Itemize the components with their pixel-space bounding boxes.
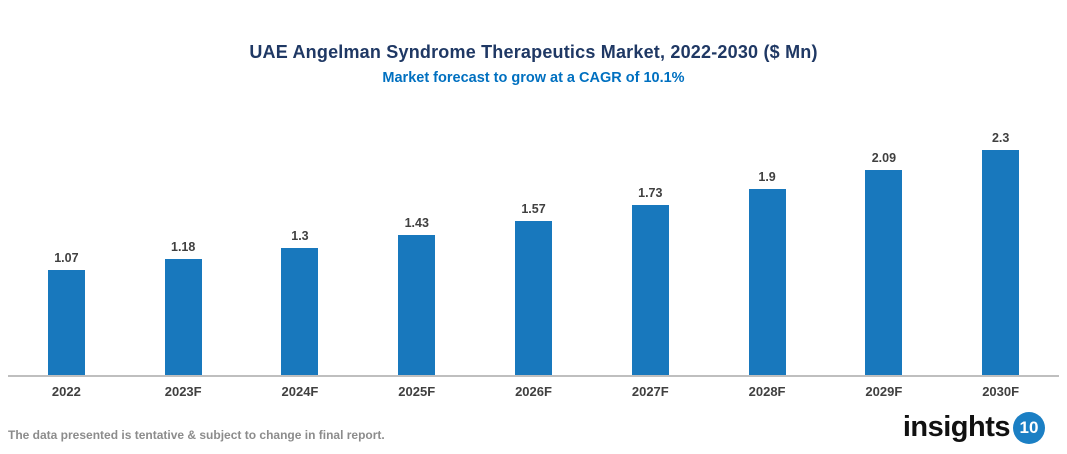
chart-title: UAE Angelman Syndrome Therapeutics Marke…	[249, 42, 818, 62]
bar-value-label: 1.07	[54, 251, 79, 265]
x-axis-label: 2024F	[281, 384, 319, 399]
bar-column: 1.07	[8, 110, 125, 375]
bar-column: 1.73	[592, 110, 709, 375]
x-axis: 2022 2023F 2024F 2025F 2026F 2027F 2028F 2029F 2…	[8, 375, 1059, 399]
bar-column: 1.18	[125, 110, 242, 375]
x-axis-label: 2026F	[515, 384, 552, 399]
bar-2022[interactable]	[47, 270, 85, 375]
bar-2025F[interactable]	[398, 235, 436, 375]
bar-value-label: 2.09	[871, 151, 897, 165]
logo-text: insights	[902, 411, 1011, 443]
x-axis-label: 2022	[51, 384, 81, 399]
bar-chart: 1.07 1.18 1.3 1.43 1.57 1.73 1.9 2.09 2.3 2022 20…	[8, 110, 1059, 399]
bar-column: 1.57	[475, 110, 592, 375]
bar-value-label: 2.3	[991, 131, 1010, 145]
bars-row: 1.07 1.18 1.3 1.43 1.57 1.73 1.9 2.09 2.3	[8, 110, 1059, 375]
bar-value-label: 1.3	[291, 229, 309, 243]
bar-column: 1.43	[358, 110, 475, 375]
bar-2024F[interactable]	[281, 248, 319, 375]
chart-subtitle: Market forecast to grow at a CAGR of 10.…	[382, 70, 685, 86]
bar-2030F[interactable]	[982, 150, 1020, 375]
logo-badge: 10	[1013, 411, 1045, 444]
chart-header: UAE Angelman Syndrome Therapeutics Marke…	[0, 0, 1067, 86]
bar-2027F[interactable]	[631, 205, 669, 375]
x-axis-label: 2025F	[398, 384, 436, 399]
bar-column: 2.09	[825, 110, 942, 375]
bar-value-label: 1.9	[758, 170, 776, 184]
bar-value-label: 1.73	[638, 186, 663, 200]
x-axis-label: 2030F	[982, 384, 1020, 399]
bar-column: 1.9	[709, 110, 826, 375]
bar-value-label: 1.43	[404, 216, 429, 230]
bar-column: 1.3	[242, 110, 359, 375]
bar-value-label: 1.18	[171, 240, 196, 254]
x-axis-label: 2023F	[164, 384, 202, 399]
insights10-logo: insights 10	[903, 411, 1045, 444]
bar-2023F[interactable]	[164, 259, 202, 375]
bar-2028F[interactable]	[748, 189, 786, 375]
footer-note: The data presented is tentative & subjec…	[8, 428, 385, 442]
x-axis-label: 2028F	[748, 384, 786, 399]
bar-2026F[interactable]	[515, 221, 553, 375]
x-axis-label: 2029F	[865, 384, 903, 399]
bar-column: 2.3	[942, 110, 1059, 375]
bar-value-label: 1.57	[521, 202, 546, 216]
x-axis-label: 2027F	[631, 384, 669, 399]
bar-2029F[interactable]	[865, 170, 903, 375]
